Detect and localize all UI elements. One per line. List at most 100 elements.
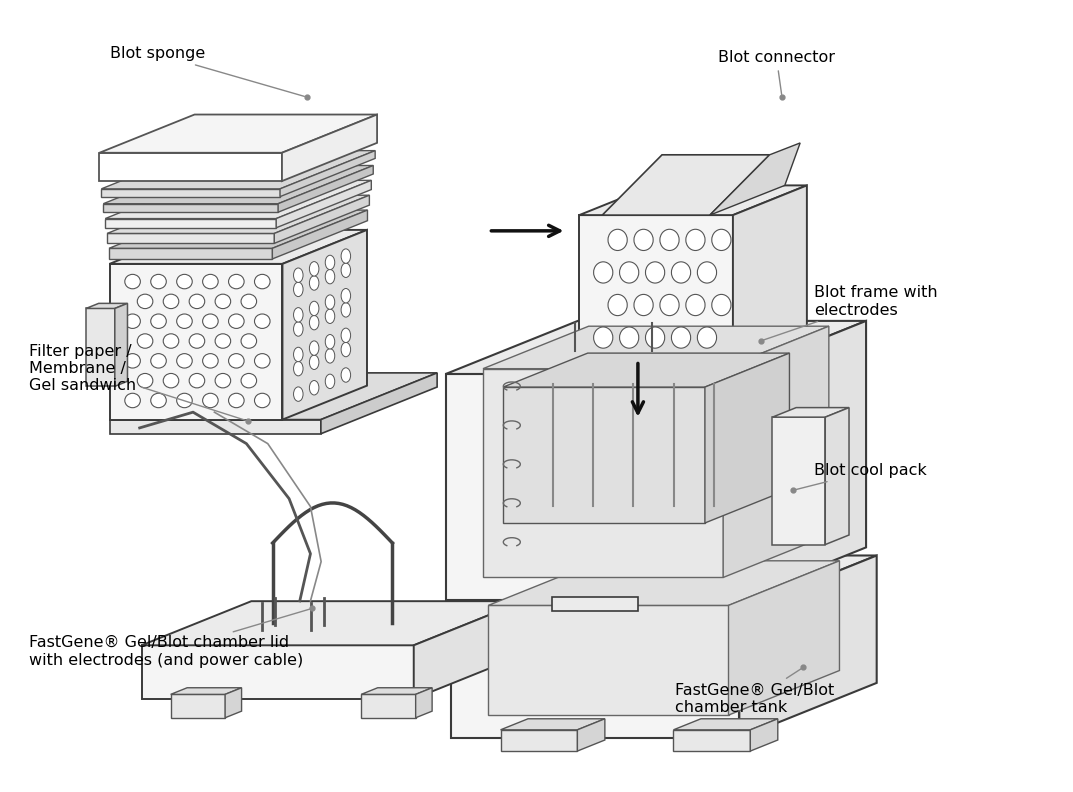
Ellipse shape	[660, 360, 679, 381]
Text: Filter paper /
Membrane /
Gel sandwich: Filter paper / Membrane / Gel sandwich	[29, 344, 246, 421]
Polygon shape	[729, 561, 839, 715]
Polygon shape	[282, 115, 377, 181]
Ellipse shape	[241, 374, 256, 388]
Polygon shape	[723, 326, 828, 577]
Ellipse shape	[672, 327, 691, 348]
Ellipse shape	[325, 348, 335, 363]
Ellipse shape	[294, 361, 303, 376]
Ellipse shape	[150, 274, 166, 289]
Ellipse shape	[189, 333, 205, 348]
Polygon shape	[503, 387, 705, 523]
Polygon shape	[86, 303, 128, 308]
Ellipse shape	[189, 294, 205, 309]
Ellipse shape	[294, 347, 303, 362]
Polygon shape	[483, 368, 723, 577]
Polygon shape	[415, 687, 432, 718]
Polygon shape	[225, 687, 241, 718]
Ellipse shape	[619, 392, 638, 413]
Ellipse shape	[646, 392, 664, 413]
Ellipse shape	[341, 342, 351, 356]
Polygon shape	[280, 150, 376, 196]
Polygon shape	[503, 353, 790, 387]
Ellipse shape	[203, 314, 218, 329]
Ellipse shape	[294, 268, 303, 283]
Ellipse shape	[203, 274, 218, 289]
Ellipse shape	[325, 334, 335, 349]
Polygon shape	[739, 555, 877, 738]
Polygon shape	[109, 210, 367, 249]
Ellipse shape	[229, 353, 245, 368]
Ellipse shape	[215, 294, 231, 309]
Text: Blot connector: Blot connector	[718, 51, 835, 94]
Polygon shape	[451, 611, 739, 738]
Ellipse shape	[309, 380, 319, 395]
Ellipse shape	[294, 307, 303, 322]
Ellipse shape	[634, 360, 653, 381]
Polygon shape	[733, 185, 807, 428]
Text: FastGene® Gel/Blot chamber lid
with electrodes (and power cable): FastGene® Gel/Blot chamber lid with elec…	[29, 609, 310, 668]
Ellipse shape	[177, 314, 192, 329]
Polygon shape	[577, 719, 605, 751]
Ellipse shape	[137, 294, 152, 309]
Ellipse shape	[254, 314, 270, 329]
Ellipse shape	[634, 229, 653, 250]
Ellipse shape	[593, 262, 613, 283]
Ellipse shape	[309, 315, 319, 329]
Polygon shape	[100, 115, 377, 153]
Ellipse shape	[341, 249, 351, 263]
Ellipse shape	[697, 327, 717, 348]
Ellipse shape	[229, 314, 245, 329]
Ellipse shape	[189, 374, 205, 388]
Polygon shape	[282, 230, 367, 420]
Ellipse shape	[646, 262, 664, 283]
Polygon shape	[602, 154, 769, 215]
Polygon shape	[142, 601, 524, 645]
Ellipse shape	[294, 282, 303, 296]
Polygon shape	[171, 695, 225, 718]
Polygon shape	[109, 264, 282, 420]
Ellipse shape	[137, 333, 152, 348]
Ellipse shape	[124, 353, 141, 368]
Ellipse shape	[294, 322, 303, 337]
Polygon shape	[773, 417, 825, 545]
Ellipse shape	[619, 262, 638, 283]
Ellipse shape	[177, 394, 192, 408]
Ellipse shape	[325, 309, 335, 323]
Polygon shape	[105, 181, 371, 219]
Ellipse shape	[660, 229, 679, 250]
Ellipse shape	[325, 374, 335, 389]
Ellipse shape	[241, 333, 256, 348]
Ellipse shape	[241, 294, 256, 309]
Polygon shape	[734, 321, 866, 600]
Polygon shape	[273, 210, 367, 259]
Polygon shape	[750, 719, 778, 751]
Ellipse shape	[697, 392, 717, 413]
Polygon shape	[552, 596, 638, 611]
Ellipse shape	[215, 374, 231, 388]
Ellipse shape	[341, 367, 351, 383]
Ellipse shape	[124, 394, 141, 408]
Polygon shape	[445, 374, 734, 600]
Ellipse shape	[163, 294, 179, 309]
Ellipse shape	[672, 392, 691, 413]
Polygon shape	[579, 215, 733, 428]
Ellipse shape	[150, 314, 166, 329]
Ellipse shape	[697, 262, 717, 283]
Polygon shape	[362, 687, 432, 695]
Polygon shape	[142, 645, 414, 699]
Ellipse shape	[341, 303, 351, 317]
Ellipse shape	[309, 261, 319, 276]
Polygon shape	[674, 729, 750, 751]
Polygon shape	[107, 195, 369, 234]
Polygon shape	[109, 420, 321, 434]
Polygon shape	[101, 188, 280, 196]
Ellipse shape	[254, 394, 270, 408]
Ellipse shape	[341, 288, 351, 303]
Polygon shape	[107, 234, 275, 243]
Polygon shape	[171, 687, 241, 695]
Text: Blot cool pack: Blot cool pack	[795, 463, 927, 489]
Polygon shape	[115, 303, 128, 386]
Ellipse shape	[229, 274, 245, 289]
Ellipse shape	[150, 394, 166, 408]
Text: Blot frame with
electrodes: Blot frame with electrodes	[763, 285, 938, 340]
